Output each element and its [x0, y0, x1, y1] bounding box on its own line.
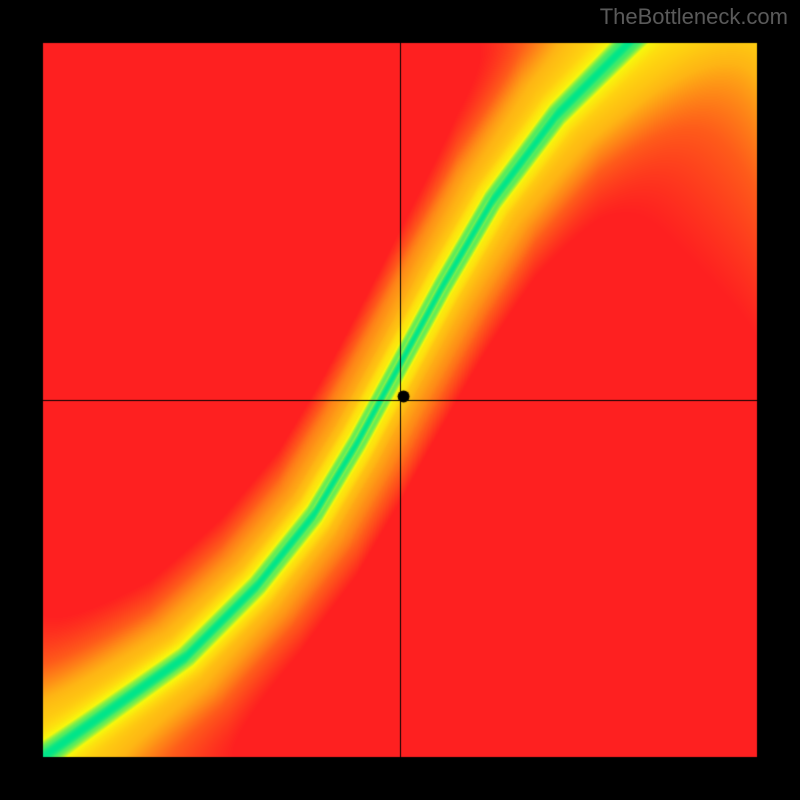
watermark-text: TheBottleneck.com — [600, 4, 788, 30]
heatmap-chart: TheBottleneck.com — [0, 0, 800, 800]
heatmap-canvas — [0, 0, 800, 800]
